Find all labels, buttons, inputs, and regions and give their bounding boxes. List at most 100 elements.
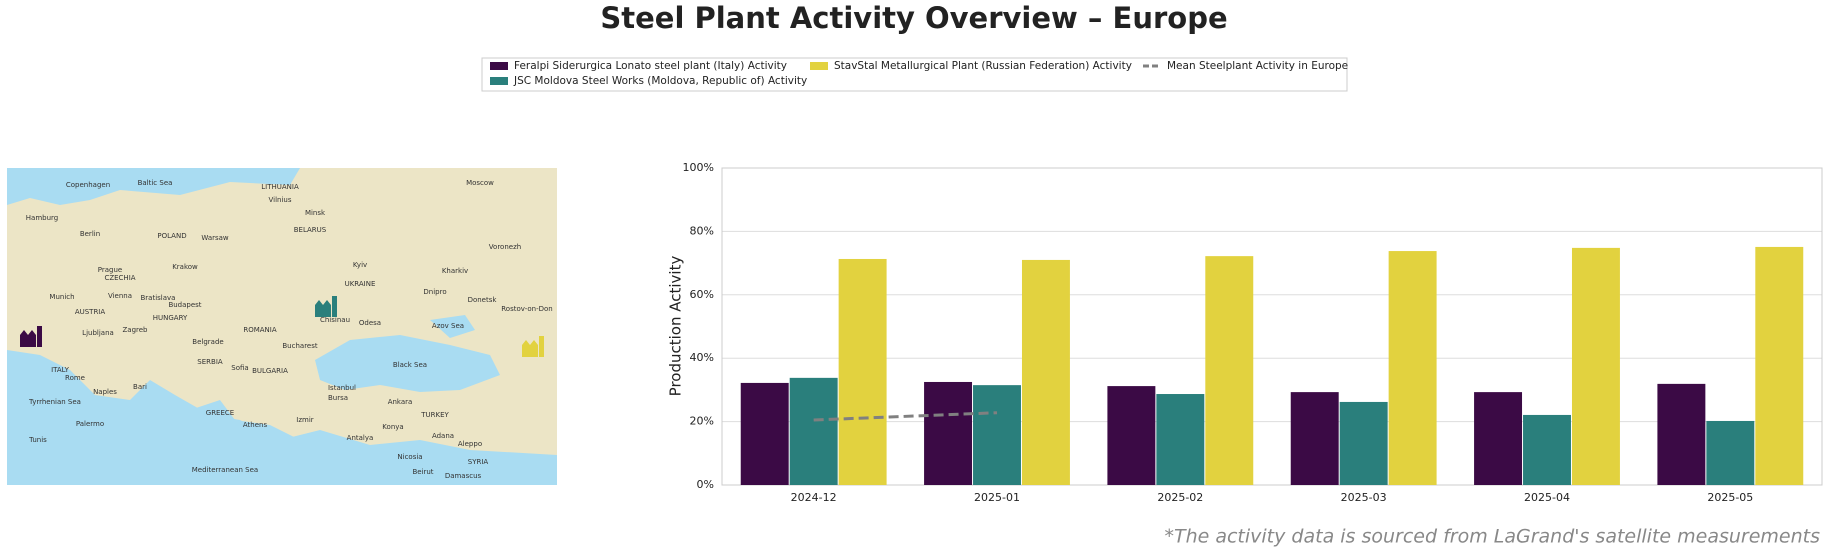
y-tick-label: 40%: [690, 351, 714, 364]
bar: [1657, 383, 1706, 485]
map-label: Aleppo: [458, 440, 482, 448]
map-label: Naples: [93, 388, 117, 396]
map-label: Bari: [133, 383, 147, 391]
map-sea: [7, 168, 300, 205]
bar: [1755, 246, 1804, 485]
map-label: AUSTRIA: [75, 308, 106, 316]
map-label: Athens: [243, 421, 268, 429]
x-tick-label: 2025-01: [974, 491, 1020, 504]
bar: [740, 382, 789, 485]
map-label: Hamburg: [26, 214, 58, 222]
plant-icon: [315, 296, 337, 317]
map-label: Kharkiv: [442, 267, 468, 275]
legend-label: StavStal Metallurgical Plant (Russian Fe…: [834, 60, 1132, 72]
map-label: Dnipro: [423, 288, 446, 296]
plot-frame: [721, 167, 1823, 486]
x-tick-label: 2025-05: [1707, 491, 1753, 504]
x-tick-label: 2025-02: [1157, 491, 1203, 504]
legend-swatch: [490, 77, 508, 85]
bar: [1021, 259, 1070, 485]
map-label: Rostov-on-Don: [501, 305, 552, 313]
footnote: *The activity data is sourced from LaGra…: [1164, 526, 1820, 548]
map-sea: [190, 400, 330, 450]
map-label: LITHUANIA: [261, 183, 299, 191]
map-label: Konya: [382, 423, 403, 431]
bar: [1571, 247, 1620, 485]
x-tick-label: 2025-04: [1524, 491, 1570, 504]
map-label: Istanbul: [328, 384, 356, 392]
bar: [1523, 414, 1571, 485]
legend-label: Feralpi Siderurgica Lonato steel plant (…: [514, 60, 787, 72]
map-label: Rome: [65, 374, 85, 382]
map-sea: [315, 335, 500, 392]
chart-title: Steel Plant Activity Overview – Europe: [600, 1, 1227, 35]
map-label: Izmir: [296, 416, 314, 424]
map-label: Nicosia: [397, 453, 422, 461]
bar: [924, 381, 973, 485]
map-label: BELARUS: [294, 226, 327, 234]
legend-box: [481, 57, 1348, 92]
map-label: GREECE: [206, 409, 234, 417]
map-label: Belgrade: [192, 338, 223, 346]
map-label: Vilnius: [269, 196, 292, 204]
map-label: Palermo: [76, 420, 104, 428]
bar: [1290, 392, 1339, 485]
map-label: Mediterranean Sea: [192, 466, 258, 474]
map-label: SERBIA: [197, 358, 223, 366]
map-label: UKRAINE: [345, 280, 376, 288]
map-label: Tyrrhenian Sea: [28, 398, 81, 406]
map-label: Copenhagen: [66, 181, 110, 189]
legend-swatch: [490, 62, 508, 70]
plant-icon: [522, 336, 544, 357]
map-label: Chisinau: [320, 316, 350, 324]
y-tick-label: 60%: [690, 288, 714, 301]
map-label: Donetsk: [468, 296, 498, 304]
map-label: Antalya: [347, 434, 374, 442]
map-label: Kyiv: [353, 261, 367, 269]
map-label: Azov Sea: [432, 322, 464, 330]
map-label: Beirut: [412, 468, 433, 476]
map-label: Budapest: [168, 301, 201, 309]
map: Copenhagen Baltic Sea LITHUANIA Moscow Hambu…: [7, 168, 557, 485]
x-tick-label: 2024-12: [791, 491, 837, 504]
bar: [838, 258, 887, 485]
map-label: BULGARIA: [252, 367, 288, 375]
y-tick-label: 100%: [683, 161, 714, 174]
map-label: Black Sea: [393, 361, 427, 369]
map-label: HUNGARY: [153, 314, 188, 322]
map-label: Berlin: [80, 230, 100, 238]
map-label: ITALY: [51, 366, 70, 374]
legend-label: Mean Steelplant Activity in Europe: [1167, 60, 1348, 72]
map-label: Damascus: [445, 472, 482, 480]
map-sea: [7, 350, 557, 485]
y-axis-label: Production Activity: [667, 256, 685, 397]
y-tick-label: 0%: [697, 478, 714, 491]
map-label: Warsaw: [201, 234, 229, 242]
map-sea: [430, 315, 475, 338]
map-label: Krakow: [172, 263, 198, 271]
legend-swatch: [810, 62, 828, 70]
map-label: Bursa: [328, 394, 348, 402]
map-label: Moscow: [466, 179, 494, 187]
plant-icon: [20, 326, 42, 347]
map-label: Zagreb: [122, 326, 148, 334]
bar: [1107, 386, 1156, 485]
map-label: Prague: [98, 266, 122, 274]
map-label: Voronezh: [489, 243, 521, 251]
bar: [1706, 420, 1755, 485]
map-label: SYRIA: [468, 458, 489, 466]
map-label: TURKEY: [420, 411, 449, 419]
map-label: Ljubljana: [82, 329, 114, 337]
map-label: Bucharest: [282, 342, 317, 350]
y-tick-label: 80%: [690, 224, 714, 237]
map-label: CZECHIA: [104, 274, 135, 282]
map-label: Tunis: [28, 436, 47, 444]
map-label: POLAND: [157, 232, 186, 240]
map-label: Bratislava: [141, 294, 176, 302]
map-label: Odesa: [359, 319, 381, 327]
map-label: Sofia: [231, 364, 248, 372]
bar: [973, 385, 1021, 485]
y-tick-label: 20%: [690, 415, 714, 428]
bar: [1339, 401, 1388, 485]
